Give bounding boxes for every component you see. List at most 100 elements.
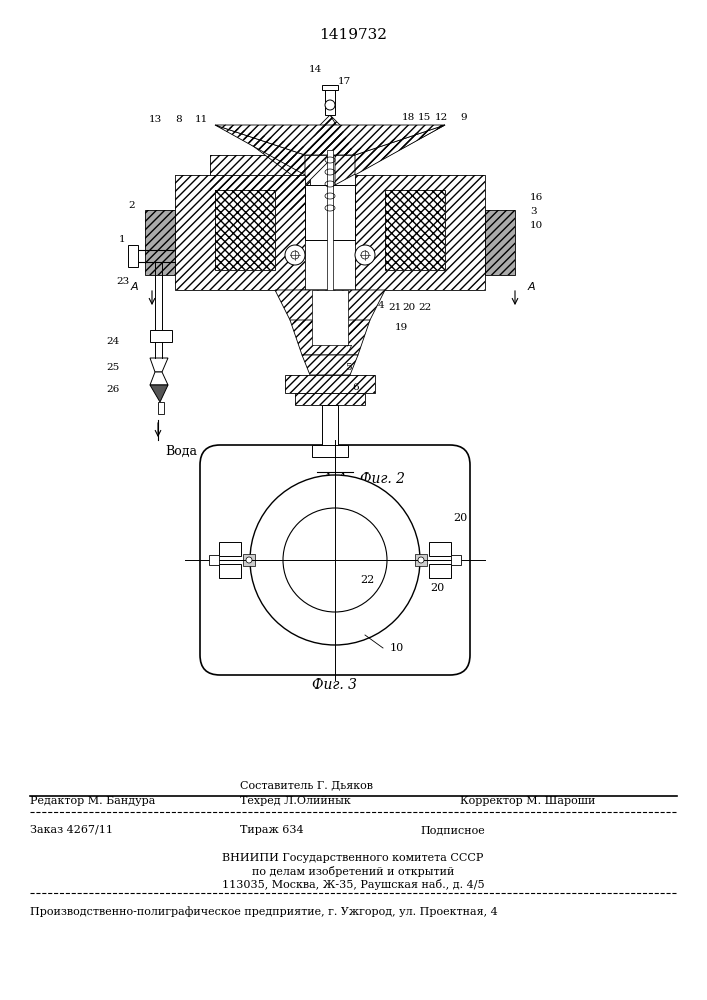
Bar (325, 85, 335, 115)
Text: 4: 4 (378, 300, 385, 310)
Text: 20: 20 (402, 304, 415, 312)
Bar (219, 564, 241, 578)
Circle shape (361, 251, 369, 259)
Bar (243, 554, 255, 566)
Polygon shape (210, 155, 310, 210)
Text: по делам изобретений и открытий: по делам изобретений и открытий (252, 866, 454, 877)
Polygon shape (305, 115, 355, 155)
Text: 24: 24 (107, 338, 120, 347)
Text: 15: 15 (418, 113, 431, 122)
Polygon shape (355, 125, 445, 175)
Polygon shape (150, 358, 168, 372)
Bar (150, 330, 172, 342)
Circle shape (285, 245, 305, 265)
Polygon shape (215, 125, 445, 155)
Circle shape (418, 557, 424, 563)
Text: 13: 13 (148, 115, 162, 124)
Polygon shape (145, 210, 175, 275)
Polygon shape (290, 320, 370, 355)
Bar (451, 555, 461, 565)
Bar (175, 175, 305, 290)
Text: Заказ 4267/11: Заказ 4267/11 (30, 825, 113, 835)
Bar (158, 402, 164, 414)
Bar (429, 564, 451, 578)
Circle shape (283, 508, 387, 612)
Text: Подписное: Подписное (420, 825, 485, 835)
Bar (295, 393, 365, 405)
Text: 5: 5 (345, 363, 351, 372)
Bar (415, 554, 427, 566)
Polygon shape (302, 355, 358, 375)
Circle shape (250, 475, 420, 645)
Text: 23: 23 (117, 277, 130, 286)
Bar (385, 190, 445, 270)
Text: 25: 25 (107, 363, 120, 372)
Text: Тираж 634: Тираж 634 (240, 825, 303, 835)
Text: 19: 19 (395, 324, 408, 332)
Text: 22: 22 (360, 575, 374, 585)
Circle shape (355, 245, 375, 265)
Text: Редактор М. Бандура: Редактор М. Бандура (30, 796, 156, 806)
Bar (312, 445, 348, 457)
Polygon shape (485, 210, 515, 275)
Polygon shape (275, 290, 385, 340)
Text: 10: 10 (530, 221, 543, 230)
Circle shape (325, 100, 335, 110)
Text: Составитель Г. Дьяков: Составитель Г. Дьяков (240, 780, 373, 790)
Text: 7: 7 (345, 346, 351, 355)
Text: 9: 9 (460, 113, 467, 122)
Text: 14: 14 (309, 66, 322, 75)
Text: 6: 6 (352, 383, 358, 392)
Text: 12: 12 (435, 113, 448, 122)
Text: 113035, Москва, Ж-35, Раушская наб., д. 4/5: 113035, Москва, Ж-35, Раушская наб., д. … (222, 879, 484, 890)
Bar (285, 375, 375, 393)
Polygon shape (295, 290, 365, 306)
Bar (219, 542, 241, 556)
Text: 26: 26 (107, 385, 120, 394)
Circle shape (291, 251, 299, 259)
Text: 2: 2 (129, 200, 135, 210)
Polygon shape (150, 385, 168, 402)
Text: 1419732: 1419732 (319, 28, 387, 42)
Text: А–А: А–А (322, 472, 348, 485)
Bar (312, 290, 348, 345)
Text: 1: 1 (118, 235, 125, 244)
Polygon shape (215, 125, 305, 175)
Text: 21: 21 (388, 304, 402, 312)
Polygon shape (225, 125, 335, 185)
Text: Корректор М. Шароши: Корректор М. Шароши (460, 796, 595, 806)
Text: Фиг. 3: Фиг. 3 (312, 678, 358, 692)
Text: 20: 20 (430, 583, 444, 593)
Polygon shape (305, 115, 355, 155)
Bar (322, 85, 338, 90)
Text: 10: 10 (390, 643, 404, 653)
Text: 3: 3 (530, 208, 537, 217)
Bar (305, 185, 355, 240)
Bar (128, 245, 138, 267)
Text: Производственно-полиграфическое предприятие, г. Ужгород, ул. Проектная, 4: Производственно-полиграфическое предприя… (30, 906, 498, 917)
Bar (385, 190, 445, 270)
Text: Вода: Вода (165, 445, 197, 458)
Bar (285, 375, 375, 393)
Text: 18: 18 (402, 113, 415, 122)
Bar (215, 190, 275, 270)
Text: Фиг. 2: Фиг. 2 (360, 472, 405, 486)
Text: ВНИИПИ Государственного комитета СССР: ВНИИПИ Государственного комитета СССР (222, 853, 484, 863)
Polygon shape (335, 125, 445, 185)
Bar (322, 405, 338, 450)
Bar (355, 175, 485, 290)
Text: 8: 8 (175, 115, 182, 124)
FancyBboxPatch shape (200, 445, 470, 675)
Text: 22: 22 (418, 304, 431, 312)
Text: Техред Л.Олийнык: Техред Л.Олийнык (240, 796, 351, 806)
Bar (215, 190, 275, 270)
Bar (327, 150, 333, 295)
Bar (295, 393, 365, 405)
Circle shape (246, 557, 252, 563)
Polygon shape (150, 372, 168, 385)
Text: 17: 17 (338, 78, 351, 87)
Bar (429, 542, 451, 556)
Bar (355, 175, 485, 290)
Bar (175, 175, 305, 290)
Text: А: А (528, 282, 536, 292)
